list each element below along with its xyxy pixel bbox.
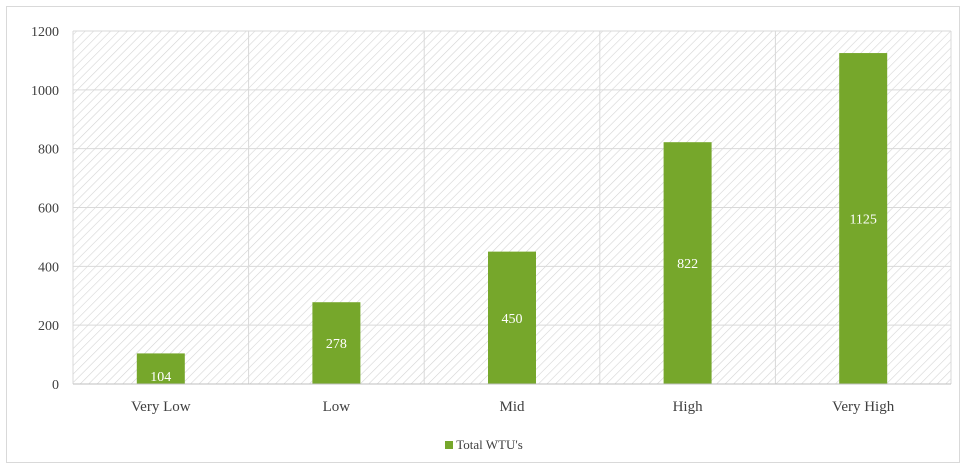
bar (136, 353, 185, 384)
x-axis: Very Low Low Mid High Very High (73, 383, 951, 415)
legend-label: Total WTU's (456, 437, 523, 452)
y-tick-label: 1000 (31, 84, 59, 99)
y-tick-label: 400 (38, 260, 59, 275)
bar (312, 302, 361, 384)
legend: Total WTU's (7, 437, 961, 453)
y-axis: 0 200 400 600 800 1000 1200 (31, 25, 59, 393)
y-tick-label: 200 (38, 319, 59, 334)
data-label: 1125 (849, 213, 876, 228)
data-label: 822 (677, 257, 698, 272)
chart-frame: 0 200 400 600 800 1000 1200 104 278 450 822 1125 V… (6, 6, 960, 463)
data-label: 450 (502, 312, 523, 327)
x-tick-label: Low (323, 399, 351, 415)
x-tick-label: High (673, 399, 704, 415)
x-tick-label: Very Low (131, 399, 191, 415)
bar-chart: 0 200 400 600 800 1000 1200 104 278 450 822 1125 V… (31, 25, 952, 415)
data-label: 278 (326, 337, 347, 352)
data-labels: 104 278 450 822 1125 (150, 213, 877, 385)
bar (663, 142, 712, 384)
legend-swatch (445, 441, 454, 449)
y-tick-label: 800 (38, 143, 59, 158)
y-tick-label: 600 (38, 202, 59, 217)
y-tick-label: 0 (52, 378, 59, 393)
bar-series (136, 53, 888, 384)
y-tick-label: 1200 (31, 25, 59, 40)
x-tick-label: Mid (499, 399, 525, 415)
x-tick-label: Very High (832, 399, 895, 415)
bar (839, 53, 888, 384)
data-label: 104 (150, 370, 171, 385)
bar (488, 251, 536, 384)
